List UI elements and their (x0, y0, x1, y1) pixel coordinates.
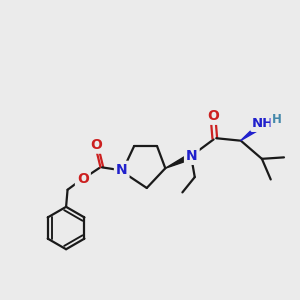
Text: N: N (116, 163, 127, 177)
Text: O: O (207, 109, 219, 123)
Text: NH: NH (252, 117, 274, 130)
Text: O: O (90, 138, 102, 152)
Text: O: O (77, 172, 89, 186)
Text: N: N (186, 149, 198, 163)
Text: H: H (272, 113, 282, 127)
Polygon shape (241, 125, 260, 141)
Polygon shape (165, 155, 188, 168)
